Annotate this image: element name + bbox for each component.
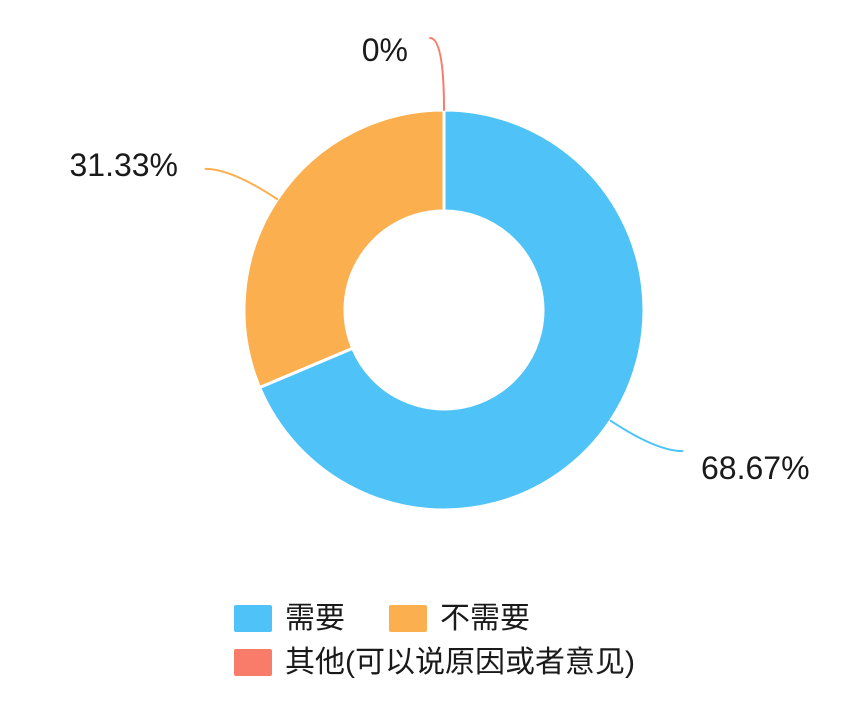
legend-item-need[interactable]: 需要 — [234, 602, 345, 635]
chart-legend: 需要 不需要其他(可以说原因或者意见) — [234, 602, 660, 679]
percent-label-need: 68.67% — [701, 450, 810, 486]
pie-slice-not-need[interactable] — [242, 108, 446, 389]
legend-item-other[interactable]: 其他(可以说原因或者意见) — [234, 646, 635, 679]
legend-label-other: 其他(可以说原因或者意见) — [285, 646, 635, 679]
percent-label-not-need: 31.33% — [69, 147, 178, 183]
leader-line-not-need — [204, 167, 279, 201]
leader-line-need — [609, 419, 684, 453]
legend-label-not-need: 不需要 — [440, 602, 530, 635]
legend-swatch-not-need — [389, 605, 427, 632]
leader-line-other — [429, 37, 445, 111]
legend-label-need: 需要 — [285, 602, 345, 635]
percent-label-other: 0% — [361, 32, 408, 68]
legend-swatch-other — [234, 649, 272, 676]
legend-item-not-need[interactable]: 不需要 — [389, 602, 530, 635]
legend-swatch-need — [234, 605, 272, 632]
pie-slice-need[interactable] — [258, 108, 646, 512]
